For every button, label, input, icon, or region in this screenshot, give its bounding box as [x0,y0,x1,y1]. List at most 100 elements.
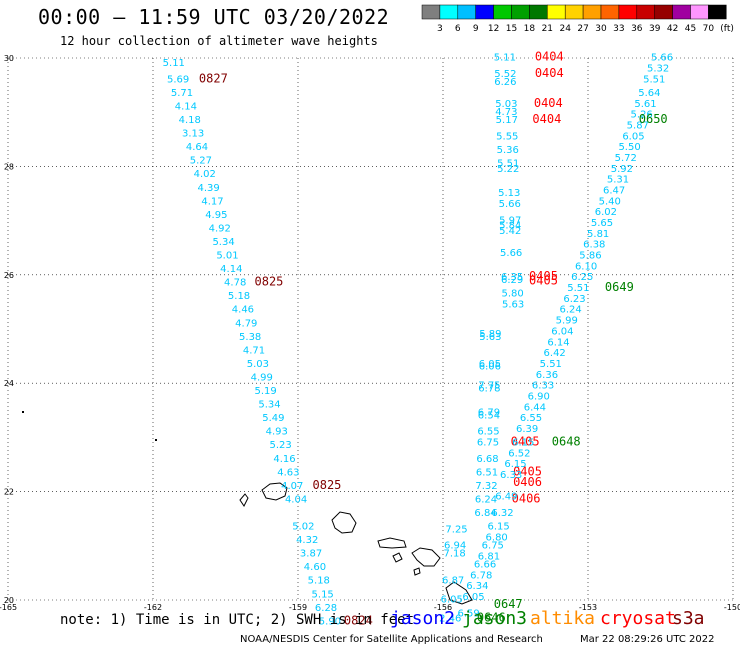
wave-height-value: 5.51 [567,283,589,294]
wave-height-value: 5.36 [497,145,519,156]
wave-height-value: 4.32 [296,535,318,546]
wave-height-value: 5.63 [502,299,524,310]
track-jason3-0825: 5.11 5.69 5.71 4.14 4.18 3.13 4.64 5.27 4.02 4.39… [163,58,373,627]
wave-height-value: 5.51 [497,158,519,169]
pass-time-label: 0650 [639,112,668,126]
pass-time-label: 0647 [494,597,523,611]
wave-height-value: 4.18 [179,115,201,126]
wave-height-value: 2.46 [439,614,461,625]
wave-height-value: 6.75 [482,541,504,552]
wave-height-value: 4.95 [205,210,227,221]
wave-height-value: 7.75 [478,381,500,392]
wave-height-value: 4.02 [194,169,216,180]
lat-tick-label: 30 [4,54,14,63]
wave-height-value: 6.94 [444,541,466,552]
pass-time-label: 0825 [313,478,342,492]
wave-height-value: 4.93 [266,427,288,438]
wave-height-value: 5.66 [651,53,673,64]
wave-height-value: 5.51 [540,359,562,370]
wave-height-value: 5.03 [247,359,269,370]
wave-height-value: 4.17 [201,196,223,207]
wave-height-value: 5.42 [499,226,521,237]
pass-time-label: 0825 [255,275,284,289]
pass-time-label: 0404 [534,96,563,110]
wave-height-value: 4.71 [243,345,265,356]
legend-swatch [708,4,727,20]
wave-height-value: 4.16 [273,454,295,465]
lat-tick-label: 28 [4,162,14,171]
wave-height-value: 4.14 [220,264,242,275]
lon-tick-label: -162 [144,603,162,612]
wave-height-value: 4.60 [304,562,326,573]
wave-height-value: 5.23 [269,440,291,451]
legend-swatch [564,4,584,20]
wave-height-value: 6.36 [536,370,558,381]
lat-tick-label: 22 [4,488,14,497]
wave-height-value: 6.49 [495,492,517,503]
wave-height-value: 6.68 [476,454,498,465]
lat-tick-label: 20 [4,596,14,605]
wave-height-value: 5.97 [499,215,521,226]
legend-tick-label: 9 [473,24,479,34]
wave-height-value: 5.61 [634,99,656,110]
wave-height-value: 6.75 [477,438,499,449]
legend-swatch [654,4,673,20]
lanai-island [392,552,403,563]
islet-dot [155,439,157,441]
wave-height-value: 6.24 [559,305,581,316]
wave-height-value: 5.18 [228,291,250,302]
legend-swatch [457,4,476,20]
legend-swatch [439,4,459,20]
track-cryosat-0406-south: 7.25 6.947.18 6.87 6.05 2.46 [439,524,468,624]
wave-height-value: 4.63 [277,467,299,478]
wave-height-value: 5.34 [212,237,234,248]
legend-swatch [493,4,512,20]
track-jason3-0650: 5.665.325.515.645.615.265.876.055.505.72… [458,53,674,625]
wave-height-value: 6.44 [524,402,546,413]
wave-height-value: 5.03 [495,99,517,110]
wave-height-value: 5.87 [627,120,649,131]
lon-tick-label: -165 [0,603,17,612]
wave-height-value: 5.01 [216,251,238,262]
wave-height-value: 3.13 [182,129,204,140]
wave-height-value: 5.64 [638,88,660,99]
wave-height-value: 5.89 [479,329,501,340]
wave-height-value: 6.24 [475,494,497,505]
wave-height-value: 6.80 [486,532,508,543]
wave-height-value: 5.27 [190,156,212,167]
legend-tick-label: 45 [685,24,696,34]
wave-height-value: 5.26 [631,110,653,121]
islet-dot [22,411,24,413]
wave-height-value: 5.40 [599,196,621,207]
wave-height-value: 4.99 [251,372,273,383]
legend-tick-label: 30 [595,24,607,34]
legend-swatch [511,4,530,20]
wave-height-value: 6.78 [478,383,500,394]
wave-height-value: 6.14 [547,337,569,348]
niihau-island [239,493,249,507]
wave-height-value: 6.66 [474,559,496,570]
wave-height-value: 6.59 [458,608,480,619]
hawaii-island [445,581,473,605]
pass-time-label: 0824 [344,613,373,627]
wave-height-value: 5.31 [607,175,629,186]
track-cryosat-0405: 5.895.636.056.067.756.786.796.546.556.75… [474,329,542,519]
lat-tick-label: 24 [4,379,14,388]
wave-height-value: 6.15 [487,522,509,533]
wave-height-value: 5.18 [308,576,330,587]
pass-time-label: 0405 [529,274,558,288]
color-legend: 3 6 9 12 15 18 21 24 27 30 33 36 39 42 45 70 (ft) [421,4,734,34]
legend-tick-label: 3 [437,24,443,34]
wave-height-value: 4.64 [186,142,208,153]
map-frame: -165 -162 -159 -156 -153 -150 20 22 24 26 28 30 [0,54,740,612]
wave-height-value: 5.17 [496,115,518,126]
wave-height-value: 5.32 [647,64,669,75]
wave-height-value: 5.69 [167,74,189,85]
wave-height-value: 6.38 [583,240,605,251]
lat-tick-label: 26 [4,271,14,280]
satellite-tracks: 5.11 5.69 5.71 4.14 4.18 3.13 4.64 5.27 4.02 4.39… [163,50,673,628]
wave-height-value: 5.51 [643,74,665,85]
lon-tick-label: -153 [579,603,597,612]
wave-height-value: 5.63 [479,332,501,343]
